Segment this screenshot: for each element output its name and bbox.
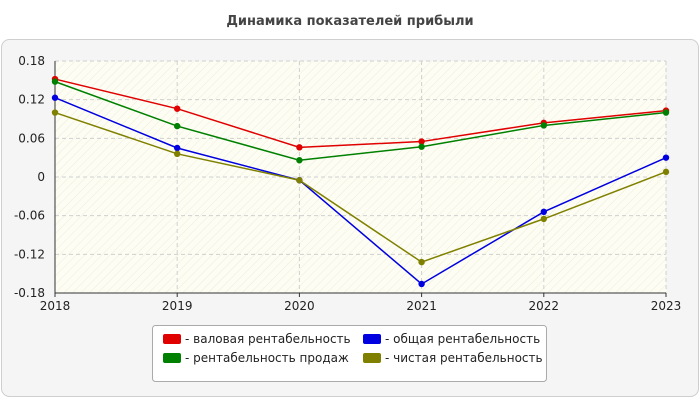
y-tick-label: 0.06 [18, 131, 45, 145]
y-tick-label: -0.12 [14, 247, 45, 261]
data-point [662, 154, 670, 161]
data-point [662, 109, 670, 116]
data-point [51, 94, 59, 101]
data-point [418, 258, 425, 266]
legend: - валовая рентабельность - рентабельность… [163, 332, 543, 365]
x-tick-label: 2018 [40, 299, 71, 313]
data-point [174, 144, 181, 152]
data-point [296, 157, 303, 164]
chart-title: Динамика показателей прибыли [226, 14, 473, 29]
legend-swatch [363, 334, 381, 344]
y-tick-label: -0.18 [14, 286, 45, 300]
series-line [54, 97, 667, 285]
data-point [51, 109, 59, 116]
legend-label: - общая рентабельность [385, 332, 540, 346]
data-point [540, 215, 547, 223]
x-tick-label: 2020 [284, 299, 315, 313]
y-axis-ticks: 0.18 0.12 0.06 0 -0.06 -0.12 -0.18 [14, 54, 45, 300]
y-tick-label: 0.12 [18, 93, 45, 107]
x-axis-ticks: 2018 2019 2020 2021 2022 2023 [40, 293, 682, 313]
data-point [662, 168, 670, 176]
legend-label: - чистая рентабельность [385, 351, 543, 365]
x-tick-label: 2021 [406, 299, 437, 313]
grid-lines [55, 60, 667, 293]
data-point [296, 144, 303, 151]
y-tick-label: 0.18 [18, 54, 45, 68]
legend-swatch [163, 353, 181, 363]
y-tick-label: 0 [37, 170, 45, 184]
data-point [51, 78, 59, 85]
data-point [418, 143, 425, 150]
legend-label: - рентабельность продаж [185, 351, 349, 365]
x-tick-label: 2023 [651, 299, 682, 313]
data-point [174, 105, 181, 112]
series-line [54, 111, 667, 263]
data-point [174, 122, 181, 130]
y-tick-label: -0.06 [14, 209, 45, 223]
x-tick-label: 2022 [529, 299, 560, 313]
legend-swatch [363, 353, 381, 363]
data-point [540, 208, 547, 215]
legend-swatch [163, 334, 181, 344]
data-point [296, 177, 303, 184]
series-line [54, 80, 667, 162]
data-point [418, 138, 425, 145]
data-point [174, 150, 181, 157]
data-point [418, 280, 425, 288]
series-line [54, 78, 667, 149]
x-tick-label: 2019 [162, 299, 193, 313]
data-point [540, 122, 547, 129]
legend-label: - валовая рентабельность [185, 332, 351, 346]
series-layer [51, 75, 670, 288]
legend-box [152, 325, 547, 382]
